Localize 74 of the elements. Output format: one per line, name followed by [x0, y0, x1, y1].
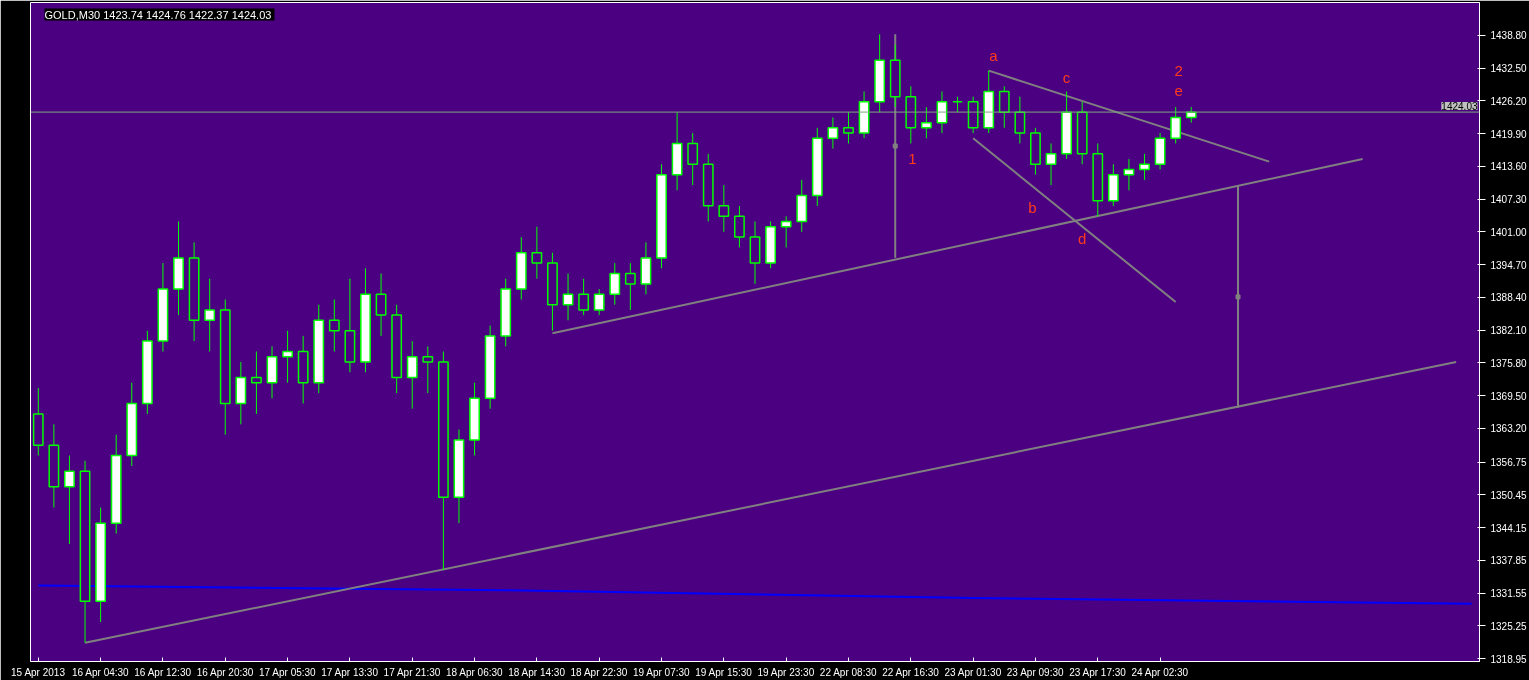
y-tick-label: 1344.15: [1490, 522, 1528, 534]
x-tick-label: 18 Apr 14:30: [508, 666, 566, 678]
y-tick-label: 1356.75: [1490, 457, 1528, 469]
y-tick-label: 1388.40: [1490, 292, 1528, 304]
ref-line-label: 1424.03: [1441, 101, 1478, 113]
candlestick: [282, 330, 293, 384]
candlestick: [687, 132, 699, 186]
candlestick: [1170, 106, 1182, 144]
x-tick-label: 24 Apr 02:30: [1131, 666, 1189, 678]
candlestick: [718, 184, 730, 233]
y-tick-label: 1407.30: [1490, 194, 1528, 206]
y-tick-label: 1419.90: [1490, 128, 1528, 140]
candlestick: [734, 205, 745, 248]
annotation: b: [1028, 199, 1037, 217]
x-tick-label: 23 Apr 17:30: [1069, 666, 1127, 678]
y-tick-label: 1426.20: [1490, 95, 1528, 107]
candlestick: [1014, 96, 1026, 144]
candlestick: [406, 340, 418, 410]
x-tick-label: 22 Apr 16:30: [882, 666, 940, 678]
x-tick-label: 19 Apr 15:30: [695, 666, 753, 678]
x-tick-label: 18 Apr 22:30: [570, 666, 628, 678]
candlestick: [328, 298, 340, 352]
y-tick-label: 1394.70: [1490, 259, 1528, 271]
candlestick: [827, 116, 839, 150]
x-tick-label: 15 Apr 2013: [11, 666, 66, 678]
annotation: c: [1062, 69, 1071, 87]
x-tick-label: 17 Apr 21:30: [383, 666, 441, 678]
y-tick-label: 1325.25: [1490, 620, 1528, 632]
candlestick: [998, 85, 1010, 129]
candlestick: [204, 278, 216, 352]
y-tick-label: 1382.10: [1490, 325, 1528, 337]
candlestick: [422, 345, 434, 394]
candlestick: [843, 111, 854, 144]
x-tick-label: 17 Apr 05:30: [258, 666, 317, 678]
x-tick-label: 16 Apr 20:30: [196, 666, 254, 678]
line-series: [37, 584, 1473, 605]
annotation: e: [1174, 82, 1183, 100]
annotation: a: [989, 46, 999, 64]
y-tick-label: 1432.50: [1490, 63, 1528, 75]
y-tick-label: 1413.60: [1490, 161, 1528, 173]
x-tick-label: 16 Apr 12:30: [134, 666, 192, 678]
candlestick: [624, 262, 636, 311]
x-tick-label: 16 Apr 04:30: [71, 666, 130, 678]
candlestick: [531, 226, 543, 280]
x-tick-label: 17 Apr 13:30: [321, 666, 379, 678]
candlestick: [609, 262, 621, 306]
annotation: d: [1078, 230, 1087, 248]
text: GOLD,M30 1423.74 1424.76 1422.37 1424.03: [44, 8, 272, 21]
candlestick: [64, 455, 75, 545]
y-tick-label: 1350.45: [1490, 489, 1528, 501]
y-tick-label: 1318.95: [1490, 653, 1528, 665]
candlestick: [593, 288, 605, 316]
y-tick-label: 1438.80: [1490, 30, 1528, 42]
x-tick-label: 23 Apr 01:30: [944, 666, 1002, 678]
candlestick: [1139, 153, 1150, 181]
y-tick-label: 1369.50: [1490, 390, 1528, 402]
candlestick: [1045, 142, 1057, 186]
annotation: 2: [1174, 61, 1183, 79]
y-tick-label: 1401.00: [1490, 226, 1528, 238]
y-tick-label: 1375.80: [1490, 357, 1528, 369]
y-tick-label: 1337.85: [1490, 555, 1528, 567]
annotation: 1: [908, 150, 917, 168]
x-tick-label: 19 Apr 07:30: [632, 666, 691, 678]
x-tick-label: 19 Apr 23:30: [757, 666, 815, 678]
y-tick-label: 1331.55: [1490, 588, 1528, 600]
x-tick-label: 18 Apr 06:30: [445, 666, 504, 678]
x-tick-label: 22 Apr 08:30: [819, 666, 877, 678]
y-tick-label: 1363.20: [1490, 423, 1528, 435]
candlestick: [375, 272, 387, 337]
candlestick: [578, 278, 590, 316]
candlestick: [920, 106, 932, 139]
x-tick-label: 23 Apr 09:30: [1006, 666, 1064, 678]
candlestick: [780, 215, 792, 248]
candlestick: [251, 351, 262, 415]
